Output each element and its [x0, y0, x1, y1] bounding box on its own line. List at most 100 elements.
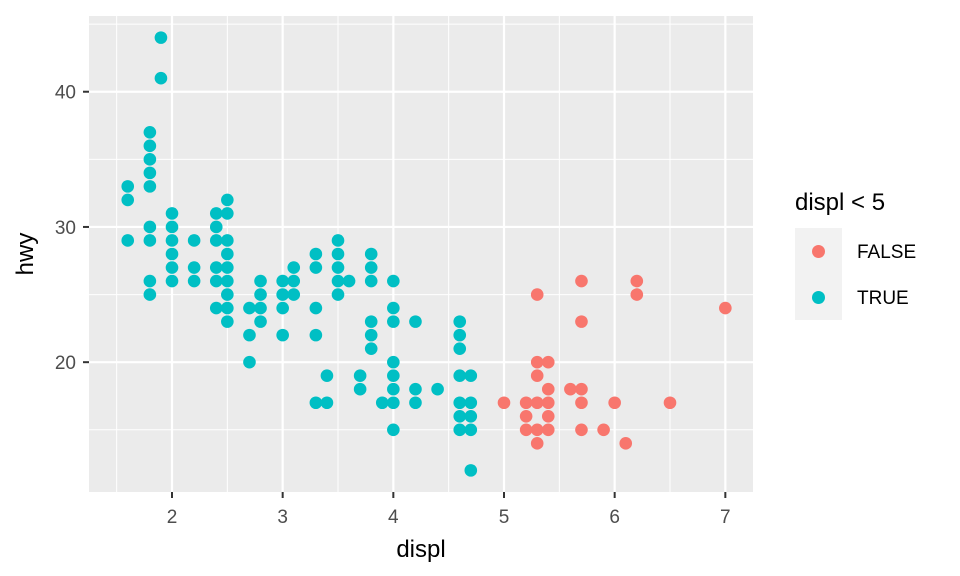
data-point-true [464, 423, 478, 437]
data-point-true [453, 328, 467, 342]
data-point-true [464, 396, 478, 410]
data-point-false [530, 396, 544, 410]
data-point-true [364, 247, 378, 261]
data-point-false [719, 301, 732, 315]
data-point-false [519, 409, 533, 423]
data-point-true [143, 153, 157, 166]
data-point-true [453, 342, 467, 355]
data-point-true [387, 382, 400, 396]
data-point-true [254, 274, 267, 288]
data-point-false [530, 355, 544, 369]
data-point-true [165, 234, 179, 247]
legend-keys-background [795, 228, 842, 320]
data-point-true [387, 423, 400, 437]
data-point-true [342, 274, 356, 288]
data-point-true [254, 288, 267, 301]
data-point-true [309, 261, 323, 274]
data-point-true [387, 315, 400, 328]
data-point-true [409, 315, 422, 328]
data-point-true [143, 180, 157, 193]
data-point-true [364, 342, 378, 355]
data-point-true [254, 301, 267, 315]
data-point-true [221, 315, 234, 328]
panel-background [89, 16, 753, 492]
data-point-true [143, 234, 157, 247]
data-points [121, 31, 732, 477]
data-point-false [663, 396, 677, 410]
data-point-false [530, 437, 544, 450]
data-point-false [575, 382, 588, 396]
data-point-true [287, 274, 301, 288]
data-point-true [165, 247, 179, 261]
x-tick-label: 5 [499, 507, 510, 528]
data-point-true [221, 207, 234, 220]
data-point-true [364, 315, 378, 328]
data-point-false [497, 396, 511, 410]
data-point-true [143, 220, 157, 234]
data-point-false [530, 288, 544, 301]
data-point-true [276, 328, 289, 342]
data-point-true [309, 396, 323, 410]
data-point-true [453, 315, 467, 328]
x-tick-labels: 2 3 4 5 6 7 [167, 507, 731, 528]
legend-title: displ < 5 [795, 189, 885, 216]
data-point-true [221, 301, 234, 315]
data-point-true [243, 301, 256, 315]
data-point-true [409, 382, 422, 396]
data-point-true [209, 261, 223, 274]
data-point-true [453, 396, 467, 410]
data-point-true [276, 301, 289, 315]
data-point-true [464, 464, 478, 477]
data-point-false [541, 423, 555, 437]
minor-gridlines [89, 16, 753, 492]
data-point-false [519, 423, 533, 437]
data-point-true [165, 274, 179, 288]
data-point-true [364, 261, 378, 274]
data-point-true [165, 207, 179, 220]
y-tick-labels: 20 30 40 [55, 83, 76, 374]
data-point-true [375, 396, 389, 410]
data-point-true [387, 301, 400, 315]
data-point-true [309, 301, 323, 315]
data-point-true [353, 382, 367, 396]
legend-label-true: TRUE [857, 288, 909, 309]
y-tick-label: 40 [55, 83, 76, 104]
data-point-true [287, 261, 301, 274]
data-point-false [575, 274, 588, 288]
data-point-false [630, 288, 644, 301]
data-point-false [608, 396, 621, 410]
x-axis-title: displ [396, 536, 445, 563]
data-point-true [187, 234, 201, 247]
data-point-false [564, 382, 577, 396]
legend: displ < 5 FALSE TRUE [795, 189, 916, 320]
data-point-true [453, 409, 467, 423]
data-point-true [276, 288, 289, 301]
data-point-true [187, 261, 201, 274]
data-point-true [243, 328, 256, 342]
data-point-false [575, 423, 588, 437]
data-point-true [143, 166, 157, 180]
legend-key-true [812, 291, 825, 304]
data-point-true [331, 247, 345, 261]
data-point-true [143, 288, 157, 301]
data-point-true [221, 261, 234, 274]
data-point-true [165, 220, 179, 234]
x-tick-label: 4 [388, 507, 399, 528]
data-point-true [431, 382, 444, 396]
data-point-false [575, 396, 588, 410]
data-point-true [464, 369, 478, 383]
data-point-true [121, 193, 135, 207]
data-point-false [530, 369, 544, 383]
data-point-false [630, 274, 644, 288]
data-point-true [331, 288, 345, 301]
data-point-true [453, 369, 467, 383]
data-point-true [287, 288, 301, 301]
data-point-true [387, 274, 400, 288]
data-point-true [121, 180, 135, 193]
data-point-true [121, 234, 135, 247]
data-point-true [143, 274, 157, 288]
data-point-false [541, 355, 555, 369]
data-point-true [143, 139, 157, 153]
data-point-true [453, 423, 467, 437]
data-point-true [364, 274, 378, 288]
